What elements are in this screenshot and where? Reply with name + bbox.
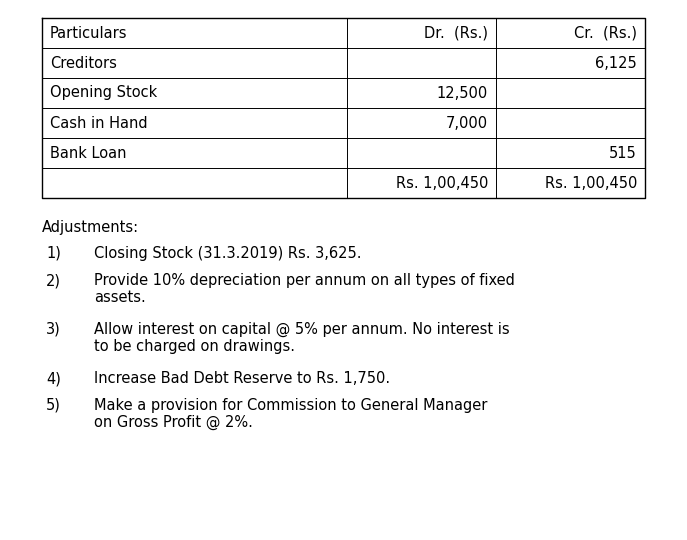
Text: Dr.  (Rs.): Dr. (Rs.) <box>424 25 488 40</box>
Text: Increase Bad Debt Reserve to Rs. 1,750.: Increase Bad Debt Reserve to Rs. 1,750. <box>94 371 390 386</box>
Text: Creditors: Creditors <box>50 56 117 71</box>
Text: Rs. 1,00,450: Rs. 1,00,450 <box>545 176 637 191</box>
Text: 1): 1) <box>46 246 61 261</box>
Text: Allow interest on capital @ 5% per annum. No interest is: Allow interest on capital @ 5% per annum… <box>94 322 510 337</box>
Text: 4): 4) <box>46 371 61 386</box>
Text: Adjustments:: Adjustments: <box>42 220 139 235</box>
Text: 515: 515 <box>609 145 637 160</box>
Text: 2): 2) <box>46 273 61 288</box>
Text: Cr.  (Rs.): Cr. (Rs.) <box>574 25 637 40</box>
Text: Particulars: Particulars <box>50 25 128 40</box>
Text: Make a provision for Commission to General Manager: Make a provision for Commission to Gener… <box>94 398 487 413</box>
Text: Rs. 1,00,450: Rs. 1,00,450 <box>396 176 488 191</box>
Text: Opening Stock: Opening Stock <box>50 85 157 100</box>
Text: Cash in Hand: Cash in Hand <box>50 116 148 131</box>
Text: Bank Loan: Bank Loan <box>50 145 126 160</box>
Text: on Gross Profit @ 2%.: on Gross Profit @ 2%. <box>94 415 253 430</box>
Text: Closing Stock (31.3.2019) Rs. 3,625.: Closing Stock (31.3.2019) Rs. 3,625. <box>94 246 361 261</box>
Text: Provide 10% depreciation per annum on all types of fixed: Provide 10% depreciation per annum on al… <box>94 273 515 288</box>
Text: 7,000: 7,000 <box>446 116 488 131</box>
Text: 12,500: 12,500 <box>437 85 488 100</box>
Text: 6,125: 6,125 <box>595 56 637 71</box>
Text: to be charged on drawings.: to be charged on drawings. <box>94 339 295 354</box>
Text: 3): 3) <box>46 322 60 337</box>
Text: 5): 5) <box>46 398 61 413</box>
Text: assets.: assets. <box>94 290 146 305</box>
